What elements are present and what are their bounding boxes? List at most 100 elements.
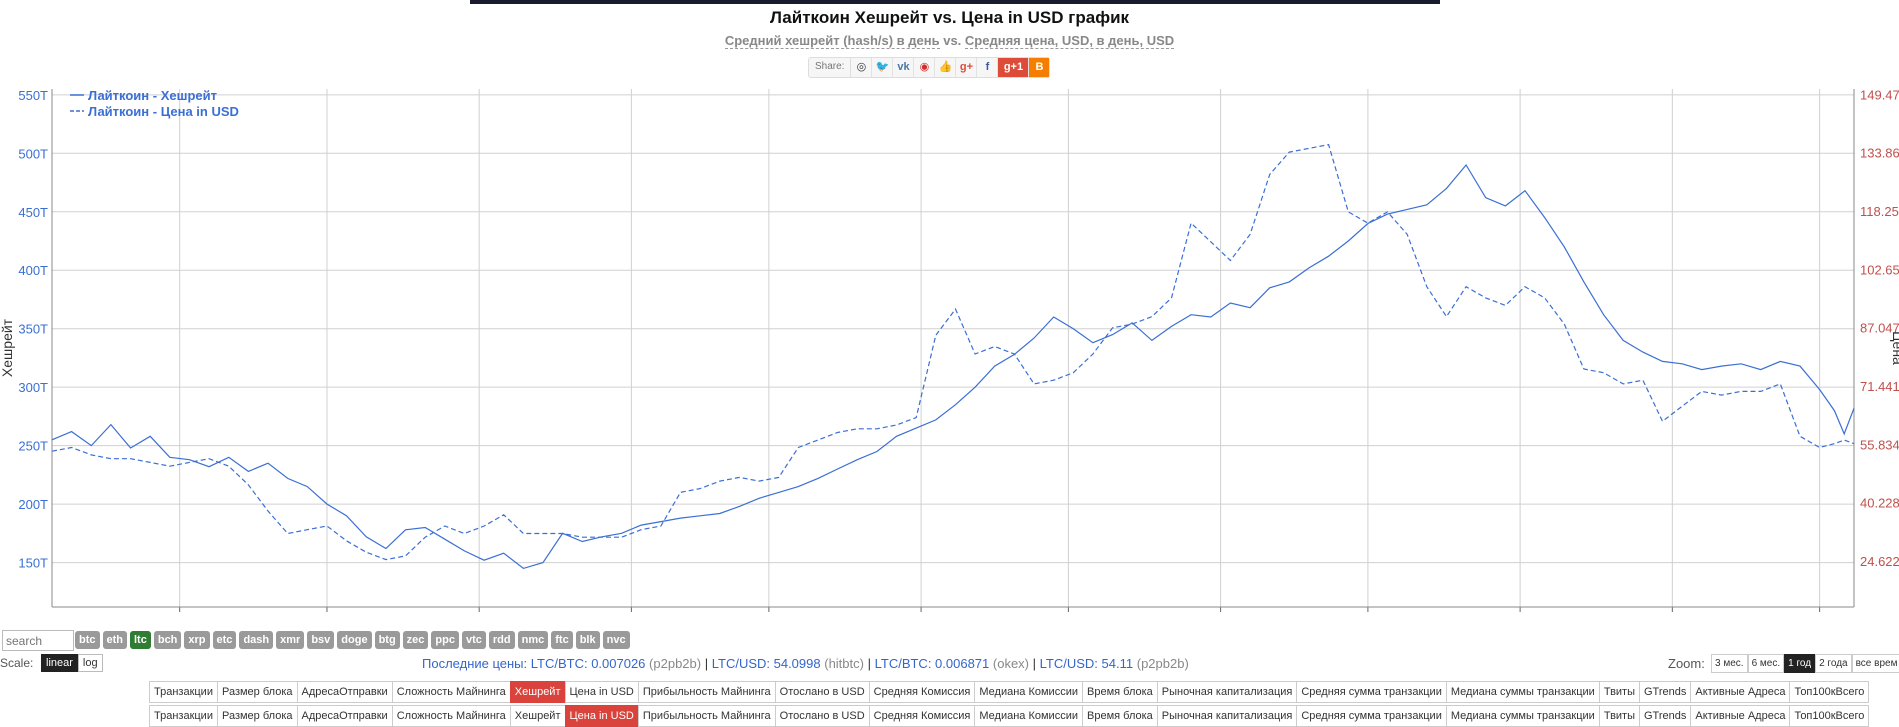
nav-row1-item-4[interactable]: Хешрейт [509, 681, 566, 703]
coin-bch-button[interactable]: bch [153, 631, 182, 649]
nav-row1-item-3[interactable]: Сложность Майнинга [391, 681, 511, 703]
nav-row2-item-9[interactable]: Медиана Комиссии [974, 705, 1083, 727]
share-twitter-icon[interactable]: 🐦 [872, 58, 894, 77]
nav-row2-item-7[interactable]: Отослано в USD [774, 705, 870, 727]
coin-bsv-button[interactable]: bsv [307, 631, 335, 649]
scale-label: Scale: [0, 656, 34, 670]
nav-row2-item-1[interactable]: Размер блока [216, 705, 298, 727]
nav-row1-item-10[interactable]: Время блока [1082, 681, 1158, 703]
coin-ftc-button[interactable]: ftc [551, 631, 573, 649]
price-ltc-usd-2: LTC/USD: 54.11 [1039, 656, 1134, 671]
nav-row2-item-3[interactable]: Сложность Майнинга [391, 705, 511, 727]
nav-row2-item-12[interactable]: Средняя сумма транзакции [1296, 705, 1447, 727]
subtitle-right-metric[interactable]: Средняя цена, USD, в день, USD [964, 33, 1175, 49]
nav-row1-item-9[interactable]: Медиана Комиссии [974, 681, 1083, 703]
nav-row2-item-6[interactable]: Прибыльность Майнинга [637, 705, 776, 727]
zoom-option-1[interactable]: 6 мес. [1747, 654, 1785, 673]
scale-toggle: linear log [41, 654, 103, 672]
coin-blk-button[interactable]: blk [575, 631, 600, 649]
share-facebook-icon[interactable]: f [977, 58, 999, 77]
nav-row2-item-17[interactable]: Топ100кВсего [1789, 705, 1870, 727]
subtitle-vs: vs. [939, 33, 965, 48]
zoom-selector: 3 мес. 6 мес. 1 год 2 года все врем [1711, 654, 1899, 673]
nav-row1-item-6[interactable]: Прибыльность Майнинга [637, 681, 776, 703]
coin-etc-button[interactable]: etc [212, 631, 237, 649]
share-blogger-icon[interactable]: B [1029, 58, 1050, 77]
x-tick-label: Jan 2019 [452, 619, 506, 620]
nav-row2-item-5[interactable]: Цена in USD [564, 705, 639, 727]
nav-row1-item-2[interactable]: АдресаОтправки [296, 681, 393, 703]
y-right-tick-label: 71.441 [1860, 379, 1899, 394]
nav-row1-item-12[interactable]: Средняя сумма транзакции [1296, 681, 1447, 703]
zoom-option-3[interactable]: 2 года [1815, 654, 1852, 673]
nav-row1-item-5[interactable]: Цена in USD [564, 681, 639, 703]
x-tick-label: Jun 2019 [1194, 619, 1248, 620]
coin-btg-button[interactable]: btg [374, 631, 400, 649]
nav-row2-item-14[interactable]: Твиты [1598, 705, 1640, 727]
zoom-option-2[interactable]: 1 год [1784, 654, 1816, 673]
nav-row2-item-13[interactable]: Медиана суммы транзакции [1445, 705, 1600, 727]
nav-row1-item-11[interactable]: Рыночная капитализация [1156, 681, 1298, 703]
nav-row2-item-4[interactable]: Хешрейт [509, 705, 566, 727]
x-tick-label: Mar 2019 [741, 619, 796, 620]
share-reddit-icon[interactable]: ◎ [851, 58, 873, 77]
coin-nmc-button[interactable]: nmc [517, 631, 549, 649]
scale-log-button[interactable]: log [77, 654, 103, 672]
legend-entry-1: Лайткоин - Цена in USD [88, 104, 239, 119]
x-tick-label: Nov 2018 [152, 619, 208, 620]
coin-nvc-button[interactable]: nvc [602, 631, 630, 649]
x-tick-label: Sep 2019 [1644, 619, 1700, 620]
nav-row1-item-13[interactable]: Медиана суммы транзакции [1445, 681, 1600, 703]
nav-row1-item-14[interactable]: Твиты [1598, 681, 1640, 703]
nav-row1-item-16[interactable]: Активные Адреса [1690, 681, 1791, 703]
coin-eth-button[interactable]: eth [102, 631, 127, 649]
nav-row1-item-7[interactable]: Отослано в USD [774, 681, 870, 703]
coin-doge-button[interactable]: doge [337, 631, 372, 649]
coin-btc-button[interactable]: btc [75, 631, 100, 649]
scale-linear-button[interactable]: linear [41, 654, 78, 672]
nav-row2-item-16[interactable]: Активные Адреса [1690, 705, 1791, 727]
coin-selector: btc eth ltc bch xrp etc dash xmr bsv doge btg zec pp… [75, 631, 630, 649]
nav-row1-item-8[interactable]: Средняя Комиссия [868, 681, 976, 703]
nav-row1-item-0[interactable]: Транзакции [149, 681, 218, 703]
metric-nav-row-2: Транзакции Размер блока АдресаОтправки Слож… [149, 705, 1870, 727]
zoom-option-0[interactable]: 3 мес. [1711, 654, 1748, 673]
nav-row1-item-1[interactable]: Размер блока [216, 681, 298, 703]
share-like-icon[interactable]: 👍 [935, 58, 957, 77]
y-left-tick-label: 400T [18, 263, 48, 278]
share-vk-icon[interactable]: vk [893, 58, 915, 77]
nav-row2-item-11[interactable]: Рыночная капитализация [1156, 705, 1298, 727]
coin-dash-button[interactable]: dash [239, 631, 274, 649]
nav-row2-item-10[interactable]: Время блока [1082, 705, 1158, 727]
share-gplus-icon[interactable]: g+ [956, 58, 978, 77]
coin-zec-button[interactable]: zec [402, 631, 429, 649]
search-input[interactable] [2, 630, 74, 651]
nav-row1-item-17[interactable]: Топ100кВсего [1789, 681, 1870, 703]
subtitle-left-metric[interactable]: Средний хешрейт (hash/s) в день [724, 33, 940, 49]
coin-rdd-button[interactable]: rdd [488, 631, 515, 649]
coin-ppc-button[interactable]: ppc [431, 631, 459, 649]
y-left-tick-label: 250T [18, 439, 48, 454]
x-tick-label: May 2019 [1040, 619, 1097, 620]
hashrate-price-chart[interactable]: Nov 2018 Dec 2018 Jan 2019 Feb 2019 Mar 2019… [0, 80, 1899, 620]
y-left-tick-label: 450T [18, 205, 48, 220]
coin-vtc-button[interactable]: vtc [461, 631, 486, 649]
nav-row2-item-2[interactable]: АдресаОтправки [296, 705, 393, 727]
share-gplus1-icon[interactable]: g+1 [998, 58, 1030, 77]
x-tick-label: Oct 2019 [1793, 619, 1846, 620]
x-tick-label: Jul 2019 [1343, 619, 1392, 620]
share-weibo-icon[interactable]: ◉ [914, 58, 936, 77]
nav-row2-item-8[interactable]: Средняя Комиссия [868, 705, 976, 727]
coin-xmr-button[interactable]: xmr [276, 631, 305, 649]
y-right-tick-label: 102.65 [1860, 262, 1899, 277]
y-left-tick-label: 200T [18, 497, 48, 512]
nav-row1-item-15[interactable]: GTrends [1639, 681, 1692, 703]
y-right-tick-label: 55.834 [1860, 437, 1899, 452]
nav-row2-item-0[interactable]: Транзакции [149, 705, 218, 727]
price-source-4: (p2pb2b) [1136, 656, 1189, 671]
coin-xrp-button[interactable]: xrp [184, 631, 210, 649]
zoom-option-4[interactable]: все врем [1851, 654, 1899, 673]
price-source-1: (p2pb2b) [649, 656, 702, 671]
nav-row2-item-15[interactable]: GTrends [1639, 705, 1692, 727]
coin-ltc-button[interactable]: ltc [130, 631, 151, 649]
